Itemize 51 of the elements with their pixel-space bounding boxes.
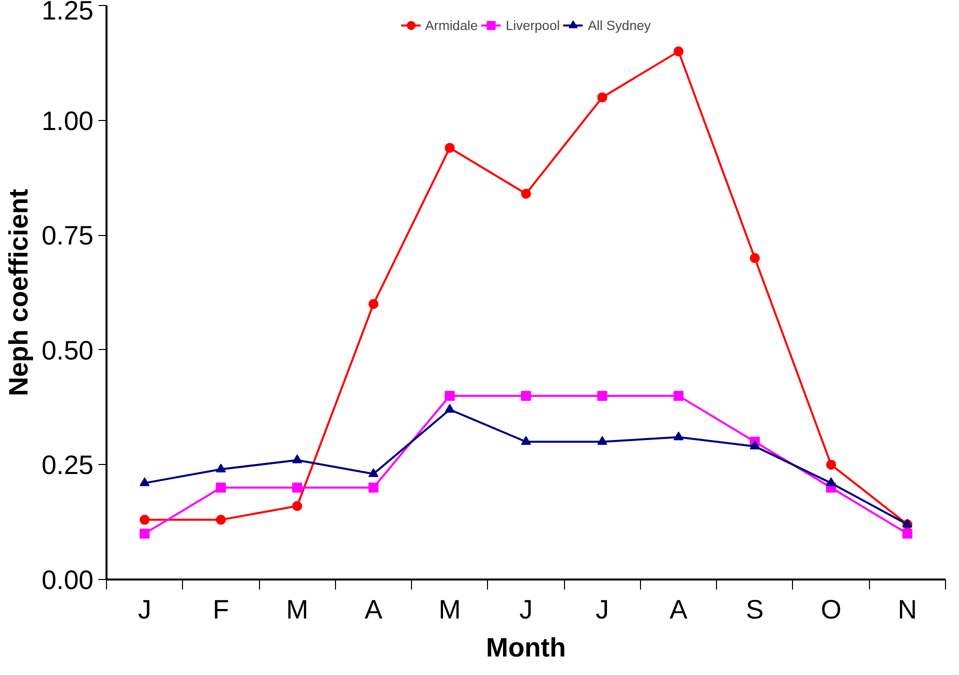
point [902,528,912,539]
x-tick-label: M [286,594,308,624]
point [826,477,836,486]
point [750,440,760,450]
legend-label: Armidale [425,18,478,32]
x-tick-label: A [670,594,688,624]
x-tick-label: J [519,594,533,624]
point [216,482,226,493]
y-tick-label: 1.00 [42,106,94,136]
x-axis-title: Month [486,632,566,662]
y-tick-label: 0.25 [42,450,94,480]
point [368,468,378,477]
point [140,477,150,486]
point [597,390,608,401]
point [521,436,531,445]
point [750,253,760,264]
point [368,298,378,309]
x-tick-label: S [746,594,764,624]
x-tick-label: N [898,594,918,624]
point [597,92,608,102]
y-tick-label: 0.50 [42,335,94,366]
point [521,390,531,401]
point [368,482,378,493]
point [521,188,531,199]
y-axis-title: Neph coefficient [4,188,34,396]
point [292,482,302,493]
point [444,404,455,413]
point [826,460,836,470]
point [140,528,150,539]
legend-label: Liverpool [506,18,560,32]
x-tick-label: A [364,594,383,624]
point [444,142,455,153]
point [674,46,684,56]
y-tick-label: 1.25 [42,0,94,26]
point [216,514,226,525]
x-tick-label: J [596,594,609,624]
point [597,436,608,445]
point [674,390,684,401]
x-tick-label: M [438,594,461,624]
point [140,514,150,525]
point [444,390,455,401]
x-tick-label: J [138,594,152,624]
y-tick-label: 0.75 [42,220,94,251]
y-tick-label: 0.00 [42,565,94,595]
point [674,431,684,440]
point [216,464,226,472]
legend-label: All Sydney [588,18,651,32]
point [292,501,302,512]
x-tick-label: O [820,594,842,624]
point [292,454,302,464]
x-tick-label: F [212,594,230,624]
